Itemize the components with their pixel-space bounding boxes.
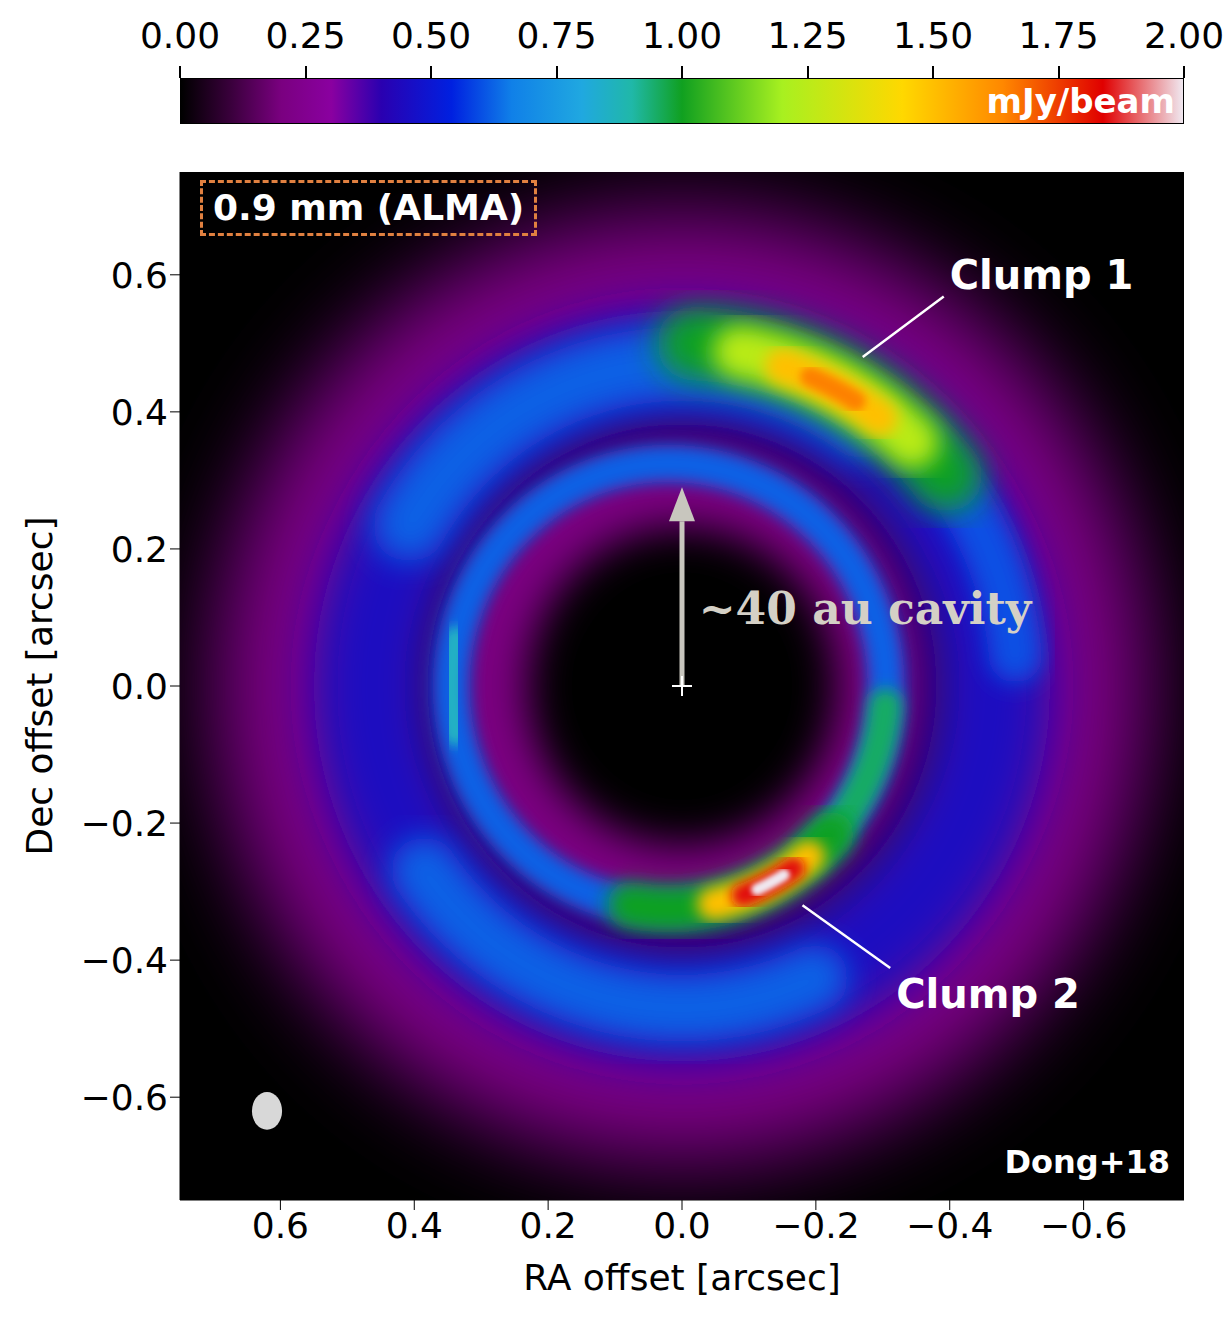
svg-text:0.6: 0.6 [111, 255, 168, 296]
html-text:mJy/beam: mJy/beam [986, 81, 1175, 121]
html-text:1.75: 1.75 [1018, 15, 1099, 56]
svg-text:Clump 1: Clump 1 [950, 252, 1134, 298]
svg-text:~40 au cavity: ~40 au cavity [699, 583, 1033, 634]
html-text:0.50: 0.50 [390, 15, 472, 56]
svg-text:0.2: 0.2 [520, 1205, 577, 1246]
html-text:1.00: 1.00 [641, 15, 723, 56]
svg-text:−0.4: −0.4 [906, 1205, 993, 1246]
html-text:1.25: 1.25 [767, 15, 848, 56]
svg-text:−0.4: −0.4 [81, 940, 168, 981]
svg-text:−0.6: −0.6 [81, 1077, 168, 1118]
html-text:RA offset [arcsec]: RA offset [arcsec] [523, 1257, 841, 1298]
html-text:0.9 mm (ALMA): 0.9 mm (ALMA) [213, 187, 525, 228]
html-text:Dec offset [arcsec]: Dec offset [arcsec] [19, 516, 60, 856]
svg-text:Clump 2: Clump 2 [896, 971, 1080, 1017]
svg-text:0.0: 0.0 [653, 1205, 710, 1246]
svg-text:−0.2: −0.2 [81, 803, 168, 844]
svg-text:0.4: 0.4 [386, 1205, 443, 1246]
html-text:0.00: 0.00 [139, 15, 221, 56]
svg-text:−0.6: −0.6 [1040, 1205, 1127, 1246]
html-text:0.25: 0.25 [265, 15, 346, 56]
svg-text:0.2: 0.2 [111, 529, 168, 570]
svg-text:−0.2: −0.2 [772, 1205, 859, 1246]
svg-text:0.6: 0.6 [252, 1205, 309, 1246]
svg-text:0.4: 0.4 [111, 392, 168, 433]
html-text:1.50: 1.50 [892, 15, 974, 56]
html-text:2.00: 2.00 [1143, 15, 1225, 56]
html-text:Dong+18: Dong+18 [1004, 1143, 1170, 1181]
html-text:0.75: 0.75 [516, 15, 597, 56]
svg-text:0.0: 0.0 [111, 666, 168, 707]
